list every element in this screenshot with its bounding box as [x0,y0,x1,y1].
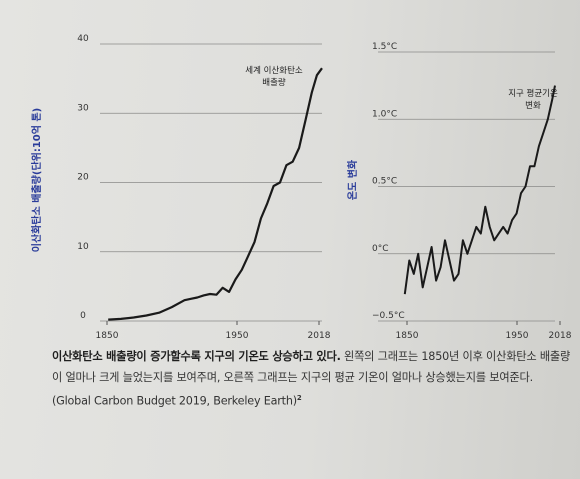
right-series-line [403,85,556,295]
caption-footnote: 2 [296,394,302,402]
right-x-tick-label: 1950 [506,331,529,341]
caption-text: 왼쪽의 그래프는 1850년 이후 이산화탄소 배출량이 얼마나 크게 늘었는지… [52,350,571,408]
left-x-tick-label: 1850 [96,331,119,341]
right-annotation: 변화 [525,100,541,111]
left-y-axis-label: 이산화탄소 배출량(단위:10억 톤) [30,108,43,252]
right-y-tick-label: 0°C [372,244,389,254]
left-series-line [108,67,323,321]
right-y-tick-label: 1.5°C [372,42,397,52]
caption-bold: 이산화탄소 배출량이 증가할수록 지구의 기온도 상승하고 있다. [52,350,341,363]
left-y-tick-label: 20 [77,173,89,183]
right-y-tick-label: −0.5°C [372,311,405,321]
left-y-tick-label: 40 [77,34,89,44]
right-y-tick-label: 1.0°C [372,109,397,119]
left-y-tick-label: 0 [80,311,86,321]
right-x-tick-label: 2018 [549,331,572,341]
right-x-tick-label: 1850 [396,331,419,341]
left-x-tick-label: 1950 [226,331,249,341]
right-y-tick-label: 0.5°C [372,177,397,187]
left-x-tick-label: 2018 [308,331,331,341]
right-annotation: 지구 평균기온 [508,88,558,99]
figure-caption: 이산화탄소 배출량이 증가할수록 지구의 기온도 상승하고 있다. 왼쪽의 그래… [52,346,572,412]
left-annotation: 배출량 [262,77,286,88]
left-annotation: 세계 이산화탄소 [245,65,303,76]
right-y-axis-label: 온도 변화 [346,159,359,200]
left-y-tick-label: 30 [77,103,89,113]
left-y-tick-label: 10 [77,242,89,252]
